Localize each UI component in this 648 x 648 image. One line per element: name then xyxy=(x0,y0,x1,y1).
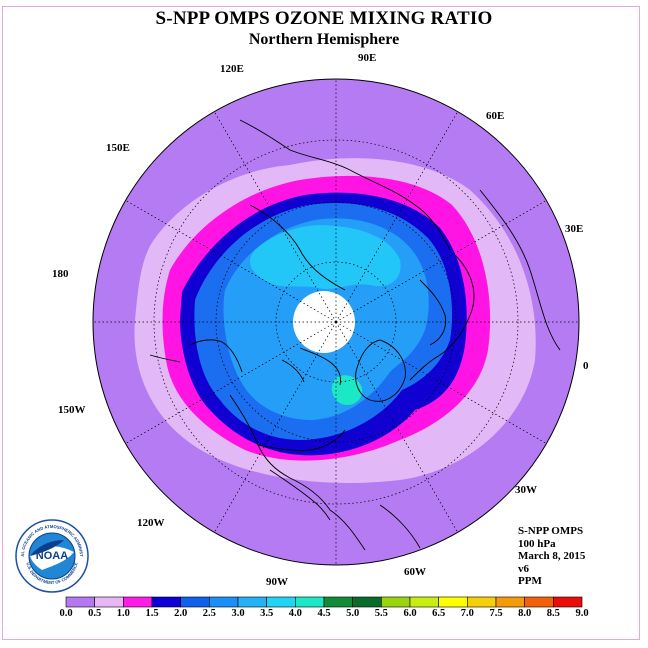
lon-label-150w: 150W xyxy=(58,404,86,416)
globe-outline xyxy=(92,78,580,566)
lon-label-180: 180 xyxy=(52,268,69,280)
colorbar-tick-label: 6.0 xyxy=(403,608,417,619)
colorbar-tick-label: 3.0 xyxy=(231,608,245,619)
colorbar-tick-label: 1.0 xyxy=(116,608,130,619)
colorbar-tick-label: 9.0 xyxy=(575,608,589,619)
colorbar-tick-label: 8.5 xyxy=(546,608,560,619)
colorbar-tick-label: 8.0 xyxy=(518,608,532,619)
colorbar-tick-label: 3.5 xyxy=(260,608,274,619)
lon-label-90w: 90W xyxy=(266,576,288,588)
map-title: S-NPP OMPS OZONE MIXING RATIO xyxy=(155,8,493,29)
graticule xyxy=(93,79,579,565)
lon-label-60e: 60E xyxy=(486,110,505,122)
colorbar-tick-label: 7.0 xyxy=(460,608,474,619)
colorbar-tick-label: 0.0 xyxy=(59,608,73,619)
lon-label-30e: 30E xyxy=(565,223,584,235)
lon-label-0: 0 xyxy=(583,360,589,372)
info-level: 100 hPa xyxy=(518,537,556,550)
map-subtitle: Northern Hemisphere xyxy=(248,31,400,48)
lon-label-60w: 60W xyxy=(404,566,426,578)
info-version: v6 xyxy=(518,562,529,575)
colorbar-tick-label: 1.5 xyxy=(145,608,159,619)
lon-label-30w: 30W xyxy=(515,484,537,496)
colorbar-tick-label: 5.5 xyxy=(374,608,388,619)
figure-frame xyxy=(2,6,640,640)
ozone-contour-3-5 xyxy=(249,225,401,289)
lon-label-120e: 120E xyxy=(220,63,244,75)
colorbar-tick-label: 0.5 xyxy=(88,608,102,619)
colorbar-tick-label: 6.5 xyxy=(432,608,446,619)
colorbar-tick-label: 7.5 xyxy=(489,608,503,619)
lon-label-120w: 120W xyxy=(137,517,165,529)
lon-label-90e: 90E xyxy=(358,52,377,64)
info-units: PPM xyxy=(518,575,542,587)
product-info: S-NPP OMPS 100 hPa March 8, 2015 v6 PPM xyxy=(518,525,585,588)
colorbar-tick-label: 4.0 xyxy=(288,608,302,619)
info-instrument: S-NPP OMPS xyxy=(518,525,584,537)
colorbar-tick-label: 4.5 xyxy=(317,608,331,619)
ozone-contour-4-0 xyxy=(331,375,363,406)
colorbar-tick-label: 2.0 xyxy=(174,608,188,619)
colorbar-tick-label: 2.5 xyxy=(202,608,216,619)
colorbar-tick-label: 5.0 xyxy=(346,608,360,619)
coastlines xyxy=(149,119,561,551)
info-date: March 8, 2015 xyxy=(518,550,586,562)
noaa-logo: NOAA NATIONAL OCEANIC AND ATMOSPHERIC AD… xyxy=(14,518,90,594)
lon-label-150e: 150E xyxy=(106,142,130,154)
logo-text: NOAA xyxy=(36,550,68,562)
